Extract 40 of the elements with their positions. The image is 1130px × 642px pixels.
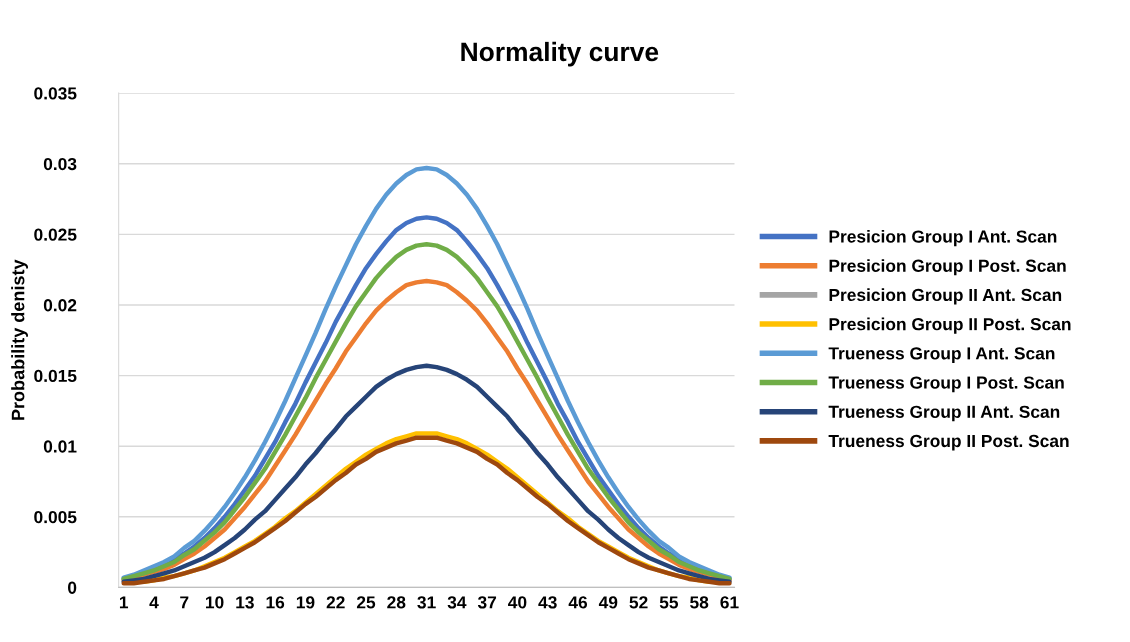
x-tick-label: 58 [690,596,709,609]
legend-label: Presicion Group II Ant. Scan [829,288,1062,305]
legend-label: Trueness Group II Ant. Scan [828,405,1060,422]
x-tick-label: 4 [149,596,159,609]
x-tick-label: 25 [356,596,376,609]
x-tick-label: 1 [119,596,129,609]
x-tick-label: 22 [326,596,345,609]
x-tick-label: 31 [417,596,436,609]
legend-label: Trueness Group II Post. Scan [828,434,1069,451]
y-tick-label: 0.015 [34,369,77,383]
y-tick-label: 0.025 [34,228,77,241]
x-tick-label: 7 [180,596,189,609]
y-tick-label: 0 [68,581,77,594]
x-tick-label: 16 [266,596,285,609]
x-tick-label: 34 [447,596,467,609]
legend-label: Presicion Group II Post. Scan [829,317,1071,334]
y-tick-label: 0.02 [43,299,77,312]
x-tick-label: 19 [296,596,315,609]
legend-label: Trueness Group I Ant. Scan [828,347,1055,363]
x-tick-label: 10 [206,596,224,609]
legend-label: Presicion Group I Post. Scan [829,259,1066,276]
x-tick-label: 55 [659,596,679,609]
x-tick-label: 13 [236,596,254,609]
x-tick-label: 61 [720,596,739,609]
x-tick-label: 43 [538,596,557,609]
y-axis-title: Probability denisty [11,259,28,420]
y-tick-label: 0.03 [43,157,77,171]
x-tick-label: 37 [477,596,497,609]
x-tick-label: 40 [508,596,527,609]
x-tick-label: 49 [598,596,618,609]
y-tick-label: 0.035 [34,87,77,100]
y-tick-label: 0.01 [43,440,77,453]
line-series [121,363,732,584]
x-tick-label: 46 [568,596,588,609]
x-tick-label: 28 [387,596,406,609]
x-tick-label: 52 [629,596,648,609]
legend-label: Presicion Group I Ant. Scan [829,229,1057,247]
chart-title: Normality curve [461,41,659,67]
legend-label: Trueness Group I Post. Scan [828,376,1064,393]
y-tick-label: 0.005 [34,510,77,524]
